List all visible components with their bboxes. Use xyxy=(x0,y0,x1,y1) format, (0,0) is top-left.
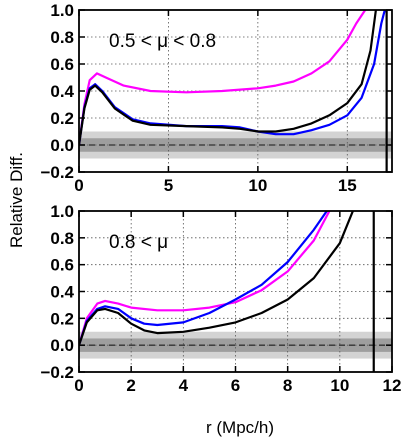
panel-top: 0 5 10 15 −0.2 0.0 0.2 0.4 0.6 0.8 1.0 0.5 < μ < 0.… xyxy=(40,1,393,195)
x-tick-label: 10 xyxy=(248,176,267,195)
y-tick-label: 0.2 xyxy=(50,109,74,128)
y-tick-label: 0.0 xyxy=(50,336,74,355)
y-tick-label: 0.2 xyxy=(50,309,74,328)
x-tick-label: 10 xyxy=(330,376,349,395)
x-tick-label: 4 xyxy=(179,376,189,395)
series-line-1 xyxy=(79,211,328,346)
x-tick-label: 0 xyxy=(74,376,83,395)
panel-bottom: 0 2 4 6 8 10 12 −0.2 0.0 0.2 0.4 0.6 0.8 1.0 0.8 < μ xyxy=(40,202,401,395)
y-tick-label: 1.0 xyxy=(50,202,74,221)
y-tick-label: −0.2 xyxy=(40,363,74,382)
y-tick-label: 0.4 xyxy=(50,283,74,302)
series-line-0 xyxy=(79,211,331,346)
y-tick-label: 0.6 xyxy=(50,256,74,275)
y-tick-label: 0.8 xyxy=(50,229,74,248)
series-line-0 xyxy=(79,10,367,146)
panel-annotation: 0.5 < μ < 0.8 xyxy=(109,31,216,52)
y-axis-title: Relative Diff. xyxy=(7,152,26,248)
x-axis-title: r (Mpc/h) xyxy=(206,418,274,437)
x-tick-label: 15 xyxy=(338,176,357,195)
x-tick-label: 5 xyxy=(164,176,173,195)
y-tick-label: −0.2 xyxy=(40,163,74,182)
y-tick-label: 0.8 xyxy=(50,28,74,47)
x-tick-label: 8 xyxy=(283,376,292,395)
panel-annotation: 0.8 < μ xyxy=(109,232,168,253)
y-tick-label: 0.4 xyxy=(50,82,74,101)
y-tick-label: 0.0 xyxy=(50,136,74,155)
x-tick-label: 12 xyxy=(383,376,402,395)
series-line-2 xyxy=(79,211,354,346)
y-tick-label: 0.6 xyxy=(50,55,74,74)
x-tick-label: 2 xyxy=(126,376,135,395)
x-tick-label: 6 xyxy=(231,376,240,395)
y-tick-label: 1.0 xyxy=(50,1,74,20)
x-tick-label: 0 xyxy=(74,176,83,195)
series-line-2 xyxy=(79,10,377,146)
